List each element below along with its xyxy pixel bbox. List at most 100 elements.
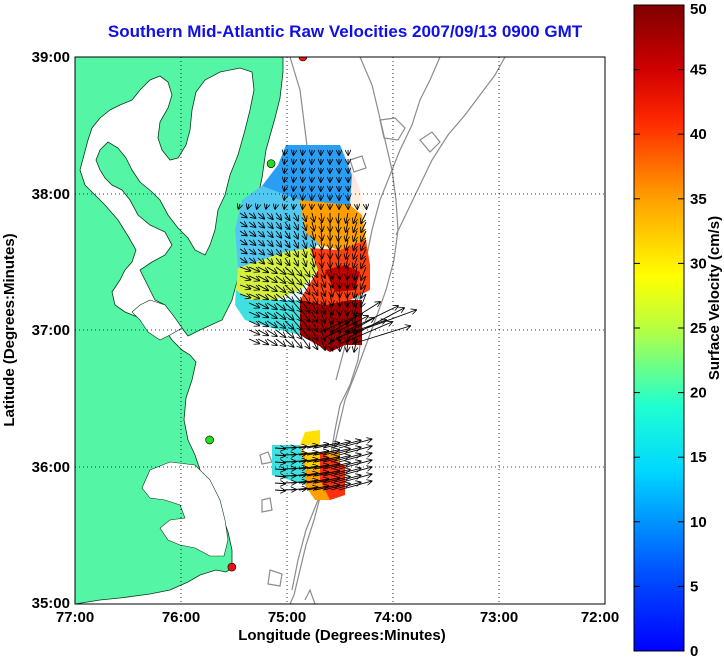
velocity-arrow	[274, 448, 285, 449]
colorbar: 0 5 10 15 20 25 30 35 40 45 50 Surface Velocity (c…	[633, 1, 723, 659]
velocity-arrow	[284, 177, 285, 182]
velocity-arrow	[248, 266, 259, 272]
velocity-arrow	[248, 240, 255, 245]
velocity-arrow	[266, 212, 273, 219]
velocity-arrow	[239, 267, 250, 271]
velocity-arrow	[302, 338, 310, 348]
velocity-arrow	[294, 212, 298, 221]
pamlico-sound	[141, 461, 229, 557]
velocity-arrow	[275, 311, 285, 319]
velocity-arrow	[339, 322, 392, 345]
velocity-arrow	[266, 257, 273, 264]
velocity-arrow	[275, 266, 285, 274]
y-tick-label: 37:00	[32, 322, 70, 339]
velocity-arrow	[284, 284, 294, 293]
colorbar-tick-label: 35	[690, 191, 707, 208]
velocity-arrow	[266, 329, 277, 336]
velocity-arrow	[248, 311, 259, 317]
velocity-arrow	[306, 465, 328, 470]
velocity-arrow	[330, 454, 361, 463]
velocity-arrow	[322, 470, 350, 477]
velocity-arrow	[306, 444, 328, 449]
velocity-arrow	[354, 275, 357, 289]
velocity-arrow	[293, 275, 302, 285]
velocity-arrow	[347, 275, 348, 288]
y-axis-label: Latitude (Degrees:Minutes)	[1, 233, 18, 426]
velocity-arrow	[275, 230, 281, 238]
velocity-arrow	[331, 302, 380, 333]
velocity-arrow	[330, 482, 361, 491]
radar-station-marker	[227, 562, 237, 572]
velocity-arrow	[239, 294, 250, 298]
velocity-arrow	[338, 221, 339, 232]
plot-frame	[74, 56, 606, 605]
velocity-arrow	[275, 338, 285, 346]
x-tick-label: 76:00	[162, 609, 200, 626]
velocity-arrow	[303, 248, 306, 257]
velocity-arrow	[294, 230, 298, 239]
velocity-arrow	[257, 230, 264, 237]
velocity-arrow	[275, 284, 285, 292]
velocity-arrow	[322, 477, 350, 484]
velocity-arrow	[248, 204, 249, 209]
velocity-arrow	[293, 150, 294, 155]
velocity-arrow	[311, 320, 317, 331]
velocity-arrow	[266, 311, 277, 318]
velocity-arrow	[284, 150, 285, 155]
velocity-arrow	[284, 311, 294, 320]
velocity-arrow	[306, 458, 328, 463]
velocity-arrow	[321, 230, 322, 240]
velocity-arrow	[311, 293, 317, 304]
velocity-arrow	[257, 257, 264, 264]
colorbar-tick-label: 15	[690, 449, 707, 466]
velocity-arrow	[361, 257, 367, 268]
velocity-arrow	[275, 239, 281, 247]
velocity-arrow	[347, 329, 348, 342]
velocity-arrow	[284, 159, 285, 164]
velocity-arrow	[248, 249, 255, 254]
velocity-arrow	[274, 490, 285, 491]
velocity-arrow	[303, 239, 306, 248]
velocity-arrow	[306, 451, 328, 456]
velocity-arrow	[339, 311, 340, 324]
velocity-arrow	[322, 449, 350, 456]
velocity-arrow	[354, 257, 357, 268]
radar-station-marker	[266, 159, 276, 168]
velocity-arrow	[311, 266, 317, 277]
velocity-arrow	[314, 457, 339, 463]
velocity-arrow	[314, 450, 339, 456]
radar-station-marker	[298, 57, 308, 62]
velocity-arrow	[323, 316, 368, 339]
velocity-arrow	[285, 212, 290, 220]
velocity-arrow	[257, 293, 268, 299]
velocity-arrow	[330, 447, 361, 456]
velocity-arrow	[257, 302, 268, 308]
velocity-arrow	[302, 293, 310, 303]
velocity-arrow	[338, 230, 339, 241]
velocity-arrow	[293, 177, 294, 182]
velocity-arrow	[239, 231, 247, 235]
velocity-arrow	[314, 478, 339, 484]
velocity-arrow	[354, 230, 357, 241]
velocity-arrow	[346, 257, 348, 268]
velocity-arrow	[346, 212, 348, 223]
velocity-arrow	[293, 204, 294, 209]
velocity-arrow	[339, 275, 340, 288]
velocity-arrow	[293, 311, 302, 321]
velocity-arrow	[293, 302, 302, 312]
velocity-arrow	[257, 266, 268, 272]
velocity-arrow	[266, 275, 277, 282]
velocity-arrow	[311, 311, 317, 322]
velocity-arrow	[361, 275, 367, 289]
velocity-arrow	[285, 239, 290, 247]
velocity-arrow	[347, 320, 348, 333]
x-tick-label: 72:00	[581, 609, 619, 626]
velocity-arrow	[239, 249, 247, 253]
velocity-arrow	[298, 473, 317, 476]
x-tick-label: 73:00	[480, 609, 518, 626]
velocity-arrow	[284, 293, 294, 302]
velocity-arrow	[361, 212, 367, 223]
velocity-arrow	[347, 302, 348, 315]
velocity-arrow	[311, 284, 317, 295]
velocity-arrow	[347, 293, 348, 306]
